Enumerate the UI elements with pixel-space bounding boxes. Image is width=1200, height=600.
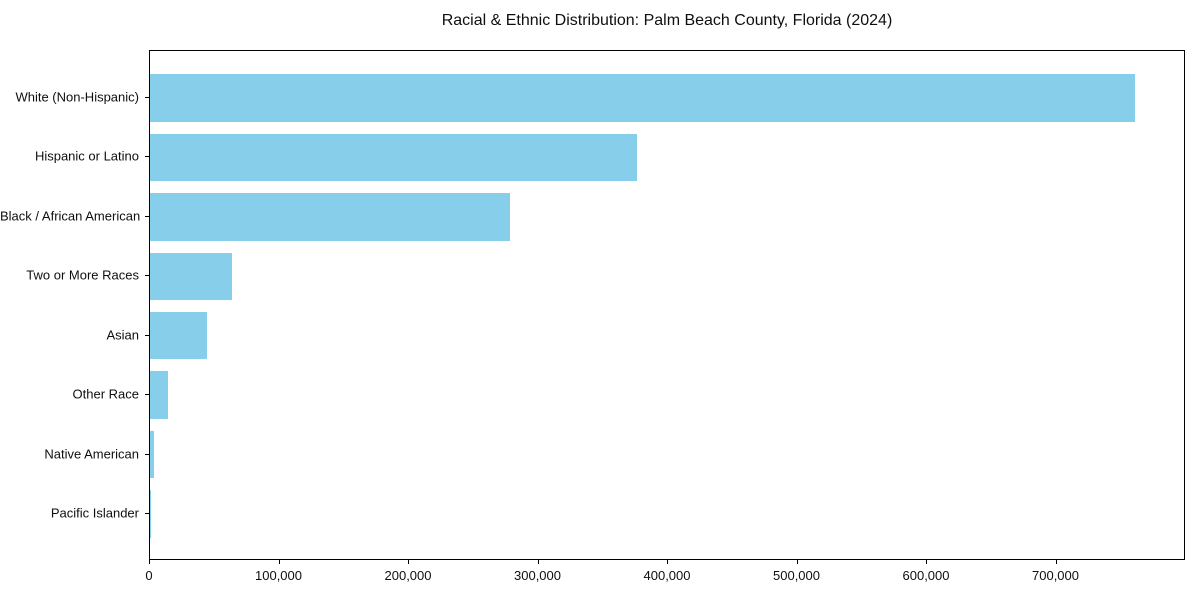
y-tick-mark (145, 215, 149, 217)
y-tick-label: White (Non-Hispanic) (15, 89, 139, 105)
y-tick-label: Native American (44, 446, 139, 462)
bar (150, 74, 1136, 122)
x-tick-mark (408, 560, 409, 564)
y-tick-label: Hispanic or Latino (34, 148, 139, 164)
x-tick-mark (1055, 560, 1057, 564)
bar (150, 133, 637, 182)
x-tick-label: 200,000 (384, 568, 432, 583)
y-tick-label: Other Race (72, 386, 139, 402)
y-tick-label: Black / African American (0, 208, 141, 224)
x-tick-mark (796, 560, 798, 564)
x-tick-mark (926, 560, 927, 564)
x-tick-mark (537, 560, 539, 564)
y-tick-label: Pacific Islander (50, 505, 139, 521)
chart-title: Racial & Ethnic Distribution: Palm Beach… (441, 12, 893, 29)
x-tick-mark (278, 560, 280, 564)
bar (150, 371, 169, 419)
x-tick-label: 700,000 (1032, 568, 1079, 583)
x-tick-label: 0 (145, 568, 153, 583)
y-tick-mark (145, 394, 149, 396)
x-tick-label: 100,000 (255, 568, 302, 583)
bar (150, 311, 207, 360)
y-tick-mark (145, 513, 149, 515)
y-tick-mark (145, 156, 149, 158)
x-tick-mark (667, 560, 668, 564)
x-tick-label: 600,000 (902, 568, 950, 583)
x-tick-label: 400,000 (643, 568, 691, 583)
y-tick-mark (145, 453, 149, 455)
bar (150, 430, 154, 479)
y-tick-mark (145, 96, 149, 98)
plot-area (149, 50, 1185, 560)
bar (150, 193, 510, 241)
y-tick-mark (145, 334, 149, 336)
x-tick-mark (149, 560, 150, 564)
x-tick-label: 300,000 (514, 568, 561, 583)
x-tick-label: 500,000 (773, 568, 820, 583)
bar (150, 252, 232, 301)
y-tick-label: Two or More Races (26, 267, 139, 283)
bar (150, 490, 152, 538)
y-tick-mark (145, 275, 149, 277)
y-tick-label: Asian (106, 327, 139, 343)
